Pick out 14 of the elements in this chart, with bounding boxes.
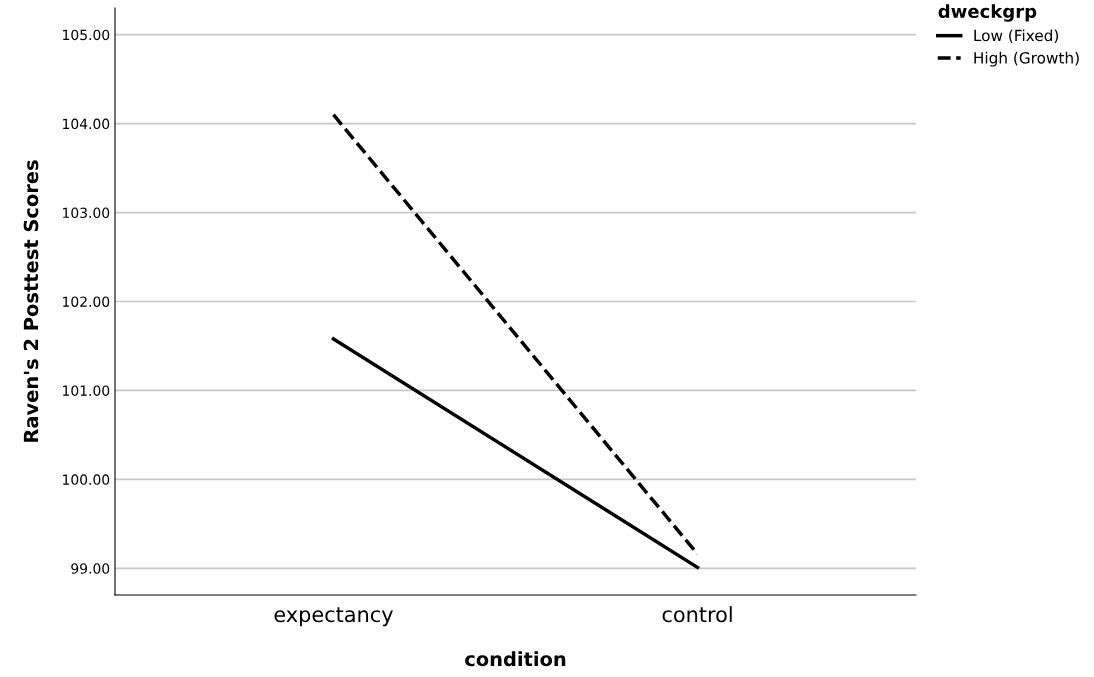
- y-tick-label: 101.00: [63, 385, 110, 396]
- legend-title: dweckgrp: [938, 4, 1037, 22]
- y-tick-label: 102.00: [63, 296, 110, 307]
- x-axis-title: condition: [465, 651, 566, 667]
- x-tick-label: expectancy: [274, 607, 393, 627]
- y-tick-label: 105.00: [63, 29, 110, 41]
- y-tick-label: 104.00: [63, 118, 110, 130]
- y-axis-title: Raven's 2 Posttest Scores: [23, 160, 39, 442]
- y-tick-label: 99.00: [71, 563, 110, 574]
- legend-label: Low (Fixed): [974, 29, 1059, 44]
- y-tick-label: 100.00: [63, 474, 110, 485]
- y-tick-label: 103.00: [63, 207, 110, 219]
- x-tick-label: control: [662, 606, 732, 623]
- legend-label: High (Growth): [974, 51, 1079, 67]
